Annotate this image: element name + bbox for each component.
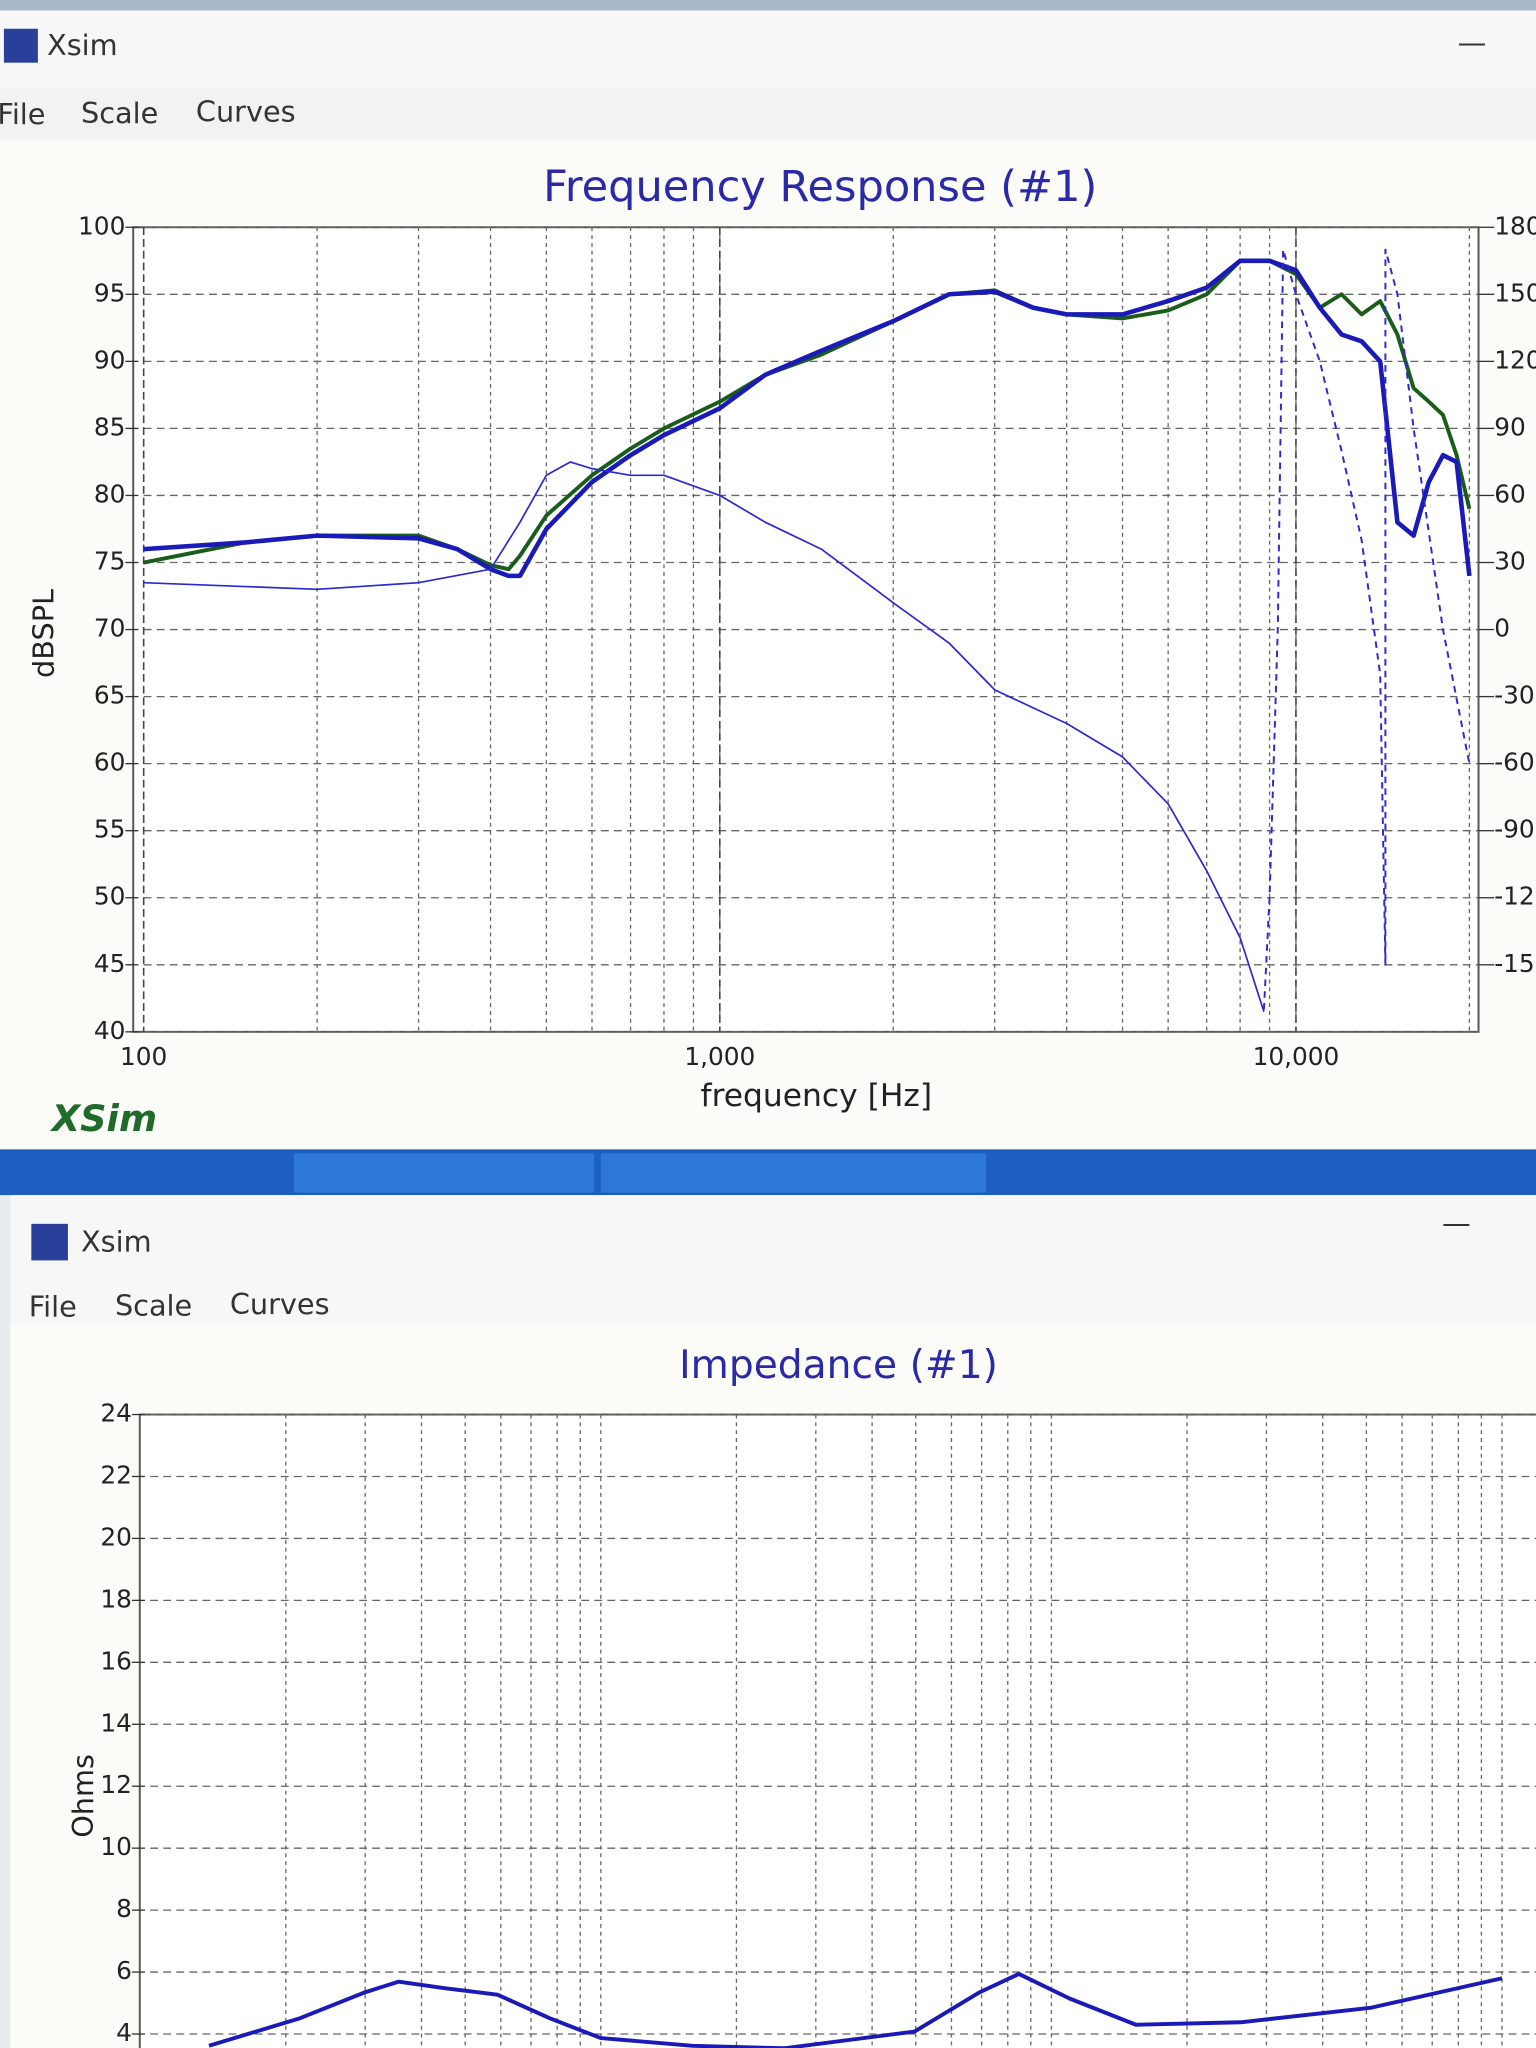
y-tick-label: 75 xyxy=(94,547,126,576)
y-tick-label: 90 xyxy=(94,345,126,374)
taskbar-item[interactable] xyxy=(600,1153,987,1193)
y-tick-label: 80 xyxy=(94,479,126,508)
x-axis-label: frequency [Hz] xyxy=(701,1078,933,1114)
window-title: Xsim xyxy=(47,28,118,62)
window-title: Xsim xyxy=(81,1224,152,1258)
app-icon[interactable] xyxy=(3,28,38,63)
y2-tick-label: -90 xyxy=(1494,815,1535,844)
y2-tick-label: 0 xyxy=(1494,614,1510,643)
chart-title: Frequency Response (#1) xyxy=(543,162,1097,212)
y-tick-label: 100 xyxy=(78,211,125,240)
y-tick-label: 8 xyxy=(116,1894,132,1923)
app-icon[interactable] xyxy=(31,1223,68,1261)
menu-item[interactable]: Scale xyxy=(115,1288,192,1322)
y2-tick-label: 120 xyxy=(1494,345,1536,374)
y-tick-label: 16 xyxy=(100,1646,132,1675)
y-tick-label: 18 xyxy=(100,1584,132,1613)
menu-item[interactable]: File xyxy=(29,1290,77,1324)
y-tick-label: 60 xyxy=(94,748,126,777)
x-tick-label: 10,000 xyxy=(1253,1042,1340,1071)
data-line xyxy=(208,1971,1503,2048)
logo: XSim xyxy=(50,1097,157,1140)
minimize-button[interactable]: — xyxy=(1458,25,1487,59)
y2-tick-label: -120 xyxy=(1494,882,1536,911)
window-edge xyxy=(0,0,1536,11)
y2-tick-label: 180 xyxy=(1494,211,1536,240)
taskbar-item[interactable] xyxy=(293,1153,595,1193)
menu-bar xyxy=(0,88,1536,139)
y2-tick-label: 60 xyxy=(1494,479,1526,508)
y-tick-label: 70 xyxy=(94,614,126,643)
y-tick-label: 10 xyxy=(100,1832,132,1861)
menu-item[interactable]: Scale xyxy=(81,96,158,130)
y-tick-label: 85 xyxy=(94,412,126,441)
y-tick-label: 40 xyxy=(94,1016,126,1045)
y-tick-label: 6 xyxy=(116,1956,132,1985)
data-line xyxy=(143,461,1265,1012)
menu-item[interactable]: Curves xyxy=(196,95,296,129)
y-tick-label: 55 xyxy=(94,815,126,844)
x-tick-label: 100 xyxy=(120,1042,167,1071)
y-tick-label: 50 xyxy=(94,882,126,911)
y2-tick-label: 90 xyxy=(1494,412,1526,441)
y-tick-label: 12 xyxy=(100,1770,132,1799)
plot-area xyxy=(138,1413,1536,2048)
y-tick-label: 24 xyxy=(100,1399,132,1428)
menu-item[interactable]: File xyxy=(0,97,45,131)
y-tick-label: 95 xyxy=(94,278,126,307)
y-tick-label: 22 xyxy=(100,1460,132,1489)
y-tick-label: 65 xyxy=(94,681,126,710)
x-tick-label: 1,000 xyxy=(684,1042,755,1071)
y-tick-label: 45 xyxy=(94,949,126,978)
minimize-button[interactable]: — xyxy=(1442,1206,1471,1240)
data-line xyxy=(1262,248,1471,1010)
plot-area xyxy=(132,226,1480,1033)
y-tick-label: 4 xyxy=(116,2018,132,2047)
y2-tick-label: 150 xyxy=(1494,278,1536,307)
y2-tick-label: 30 xyxy=(1494,547,1526,576)
y-axis-label: dBSPL xyxy=(27,589,61,678)
menu-item[interactable]: Curves xyxy=(230,1287,330,1321)
y2-tick-label: -30 xyxy=(1494,681,1535,710)
y2-tick-label: -60 xyxy=(1494,748,1535,777)
y-axis-label: Ohms xyxy=(66,1754,100,1838)
y-tick-label: 20 xyxy=(100,1522,132,1551)
y2-tick-label: -150 xyxy=(1494,949,1536,978)
y-tick-label: 14 xyxy=(100,1708,132,1737)
data-line xyxy=(143,258,1472,579)
chart-title: Impedance (#1) xyxy=(679,1343,998,1388)
